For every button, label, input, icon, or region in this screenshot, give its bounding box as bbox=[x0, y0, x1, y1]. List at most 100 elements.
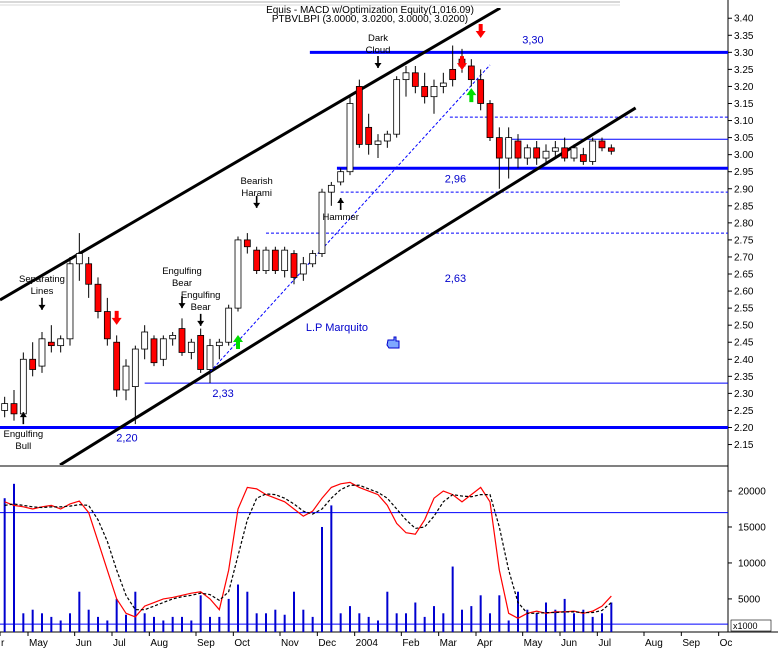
volume-bar bbox=[293, 591, 295, 632]
x-tick-label: Jun bbox=[561, 638, 577, 649]
volume-bar bbox=[218, 616, 221, 632]
candle-body bbox=[29, 358, 37, 370]
pattern-label: Harami bbox=[241, 188, 272, 199]
volume-bar bbox=[535, 613, 538, 632]
candle-body bbox=[1, 403, 9, 411]
y-tick-label: 2.65 bbox=[734, 270, 754, 281]
trendline bbox=[209, 64, 491, 373]
volume-bar bbox=[50, 616, 53, 632]
y-tick-label: 2.30 bbox=[734, 389, 754, 400]
volume-bar bbox=[59, 620, 62, 632]
candle-body bbox=[57, 338, 65, 347]
candle-body bbox=[514, 140, 522, 159]
y-tick-label: 2.50 bbox=[734, 321, 754, 332]
candle-body bbox=[505, 137, 513, 159]
volume-bar bbox=[69, 613, 71, 632]
x-tick-label: Jun bbox=[76, 638, 92, 649]
candle-body bbox=[439, 82, 447, 87]
y-tick-label: 2.15 bbox=[734, 440, 754, 451]
volume-bar bbox=[227, 598, 230, 632]
candle-body bbox=[449, 68, 457, 81]
pattern-label: Engulfing bbox=[162, 266, 202, 277]
volume-bar bbox=[78, 591, 81, 632]
y-tick-label: 3.35 bbox=[734, 31, 754, 42]
volume-bar bbox=[302, 609, 305, 632]
candle-body bbox=[579, 154, 587, 162]
y2-tick-label: 5000 bbox=[738, 594, 761, 605]
y-tick-label: 3.20 bbox=[734, 82, 754, 93]
axes: 2.15 2.20 2.25 2.30 2.35 2.40 2.45 2.50 2.55 2.60… bbox=[0, 14, 772, 649]
candle-body bbox=[150, 338, 158, 364]
candle-body bbox=[141, 331, 149, 350]
arrow-head bbox=[337, 197, 345, 203]
candle-body bbox=[169, 335, 177, 340]
volume-bar bbox=[106, 620, 109, 632]
pattern-label: Lines bbox=[31, 286, 54, 297]
volume-bar bbox=[237, 584, 239, 632]
candle-body bbox=[187, 341, 195, 353]
volume-bar bbox=[274, 609, 277, 632]
candle-body bbox=[85, 263, 93, 285]
volume-bar bbox=[330, 505, 333, 632]
y-tick-label: 2.55 bbox=[734, 304, 754, 315]
volume-bar bbox=[171, 616, 174, 632]
volume-bar bbox=[591, 616, 594, 632]
x-tick-label: r bbox=[1, 638, 5, 649]
volume-bar bbox=[41, 613, 43, 632]
candle-body bbox=[589, 140, 597, 162]
candle-body bbox=[365, 126, 373, 145]
volume-bar bbox=[489, 613, 491, 632]
volume-bar bbox=[358, 613, 361, 632]
volume-bar bbox=[479, 595, 482, 632]
candle-body bbox=[38, 338, 46, 367]
indicator-line bbox=[4, 481, 612, 620]
arrow-head bbox=[197, 320, 205, 326]
volume-bar bbox=[162, 620, 165, 632]
volume-bar bbox=[209, 616, 211, 632]
y-tick-label: 2.45 bbox=[734, 338, 754, 349]
candle-body bbox=[337, 171, 345, 183]
pattern-arrow bbox=[178, 296, 186, 309]
y-tick-label: 2.60 bbox=[734, 287, 754, 298]
volume-bar bbox=[265, 613, 267, 632]
candle-body bbox=[10, 403, 18, 415]
pattern-label: Dark bbox=[368, 33, 388, 44]
y-tick-label: 2.85 bbox=[734, 201, 754, 212]
candle-body bbox=[178, 328, 186, 353]
arrow-head bbox=[19, 412, 27, 418]
y-tick-label: 3.25 bbox=[734, 65, 754, 76]
volume-bar bbox=[153, 616, 155, 632]
indicator-line bbox=[4, 484, 612, 614]
pattern-label: Cloud bbox=[366, 45, 391, 56]
pattern-label: Engulfing bbox=[4, 429, 44, 440]
pattern-label: Bear bbox=[191, 302, 211, 313]
signal-arrow bbox=[457, 56, 467, 71]
volume-bar bbox=[321, 526, 323, 632]
unit-box bbox=[730, 619, 772, 632]
candle-body bbox=[19, 358, 27, 415]
signal-arrow bbox=[111, 310, 122, 325]
candle-body bbox=[299, 263, 307, 275]
volume-bar bbox=[190, 620, 193, 632]
candle-body bbox=[253, 249, 261, 272]
chart-title: Equis - MACD w/Optimization Equity(1,016… bbox=[266, 5, 474, 16]
candle-body bbox=[551, 147, 559, 152]
x-tick-label: Sep bbox=[197, 638, 215, 649]
y-tick-label: 2.40 bbox=[734, 355, 754, 366]
x-tick-label: Oc bbox=[720, 638, 733, 649]
x-tick-label: Nov bbox=[281, 638, 299, 649]
unit-label: x1000 bbox=[733, 621, 758, 631]
volume-bar bbox=[199, 595, 202, 632]
candle-body bbox=[486, 103, 494, 138]
candle-body bbox=[131, 348, 139, 387]
volume-bar bbox=[386, 591, 389, 632]
y-tick-label: 2.35 bbox=[734, 372, 754, 383]
volume-bar bbox=[134, 591, 137, 632]
pattern-arrow bbox=[337, 197, 345, 210]
y-tick-label: 3.30 bbox=[734, 48, 754, 59]
price-panel: 3,302,962,202,33EngulfingBullSeparatingL… bbox=[0, 8, 728, 465]
y-tick-label: 2.70 bbox=[734, 252, 754, 263]
volume-bar bbox=[610, 602, 613, 632]
